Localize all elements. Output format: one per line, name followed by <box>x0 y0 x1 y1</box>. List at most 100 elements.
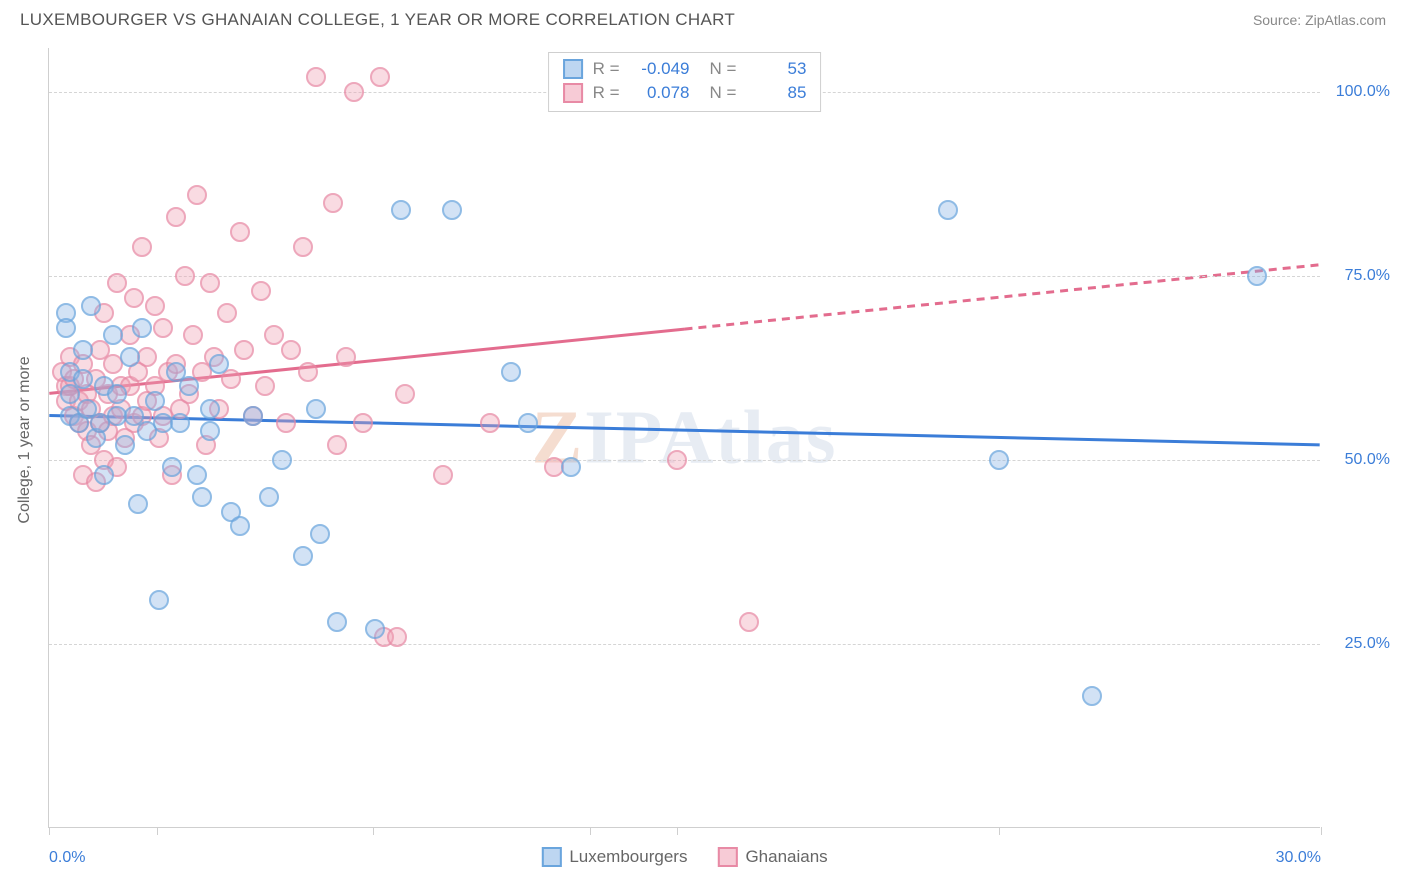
swatch-ghanaians <box>563 83 583 103</box>
data-point <box>442 200 462 220</box>
data-point <box>107 273 127 293</box>
data-point <box>518 413 538 433</box>
data-point <box>370 67 390 87</box>
data-point <box>200 399 220 419</box>
legend-series: Luxembourgers Ghanaians <box>541 847 827 867</box>
data-point <box>938 200 958 220</box>
data-point <box>145 296 165 316</box>
data-point <box>217 303 237 323</box>
data-point <box>200 273 220 293</box>
data-point <box>327 612 347 632</box>
y-tick-label: 100.0% <box>1330 83 1390 101</box>
data-point <box>501 362 521 382</box>
trend-line-dashed <box>685 265 1320 329</box>
legend-item: Luxembourgers <box>541 847 687 867</box>
data-point <box>230 516 250 536</box>
data-point <box>179 376 199 396</box>
trend-line-solid <box>49 415 1319 444</box>
data-point <box>667 450 687 470</box>
data-point <box>387 627 407 647</box>
data-point <box>306 67 326 87</box>
data-point <box>56 318 76 338</box>
data-point <box>251 281 271 301</box>
data-point <box>480 413 500 433</box>
data-point <box>561 457 581 477</box>
chart-title: LUXEMBOURGER VS GHANAIAN COLLEGE, 1 YEAR… <box>20 10 735 30</box>
y-tick-label: 25.0% <box>1330 635 1390 653</box>
data-point <box>128 494 148 514</box>
data-point <box>200 421 220 441</box>
y-axis-label: College, 1 year or more <box>16 356 34 523</box>
data-point <box>234 340 254 360</box>
gridline <box>49 276 1320 277</box>
trend-lines <box>49 48 1320 827</box>
data-point <box>259 487 279 507</box>
data-point <box>124 288 144 308</box>
data-point <box>192 487 212 507</box>
data-point <box>739 612 759 632</box>
data-point <box>395 384 415 404</box>
data-point <box>132 318 152 338</box>
x-tick <box>677 827 678 835</box>
data-point <box>365 619 385 639</box>
data-point <box>336 347 356 367</box>
gridline <box>49 644 1320 645</box>
swatch-luxembourgers <box>541 847 561 867</box>
data-point <box>264 325 284 345</box>
data-point <box>276 413 296 433</box>
data-point <box>323 193 343 213</box>
data-point <box>353 413 373 433</box>
data-point <box>243 406 263 426</box>
data-point <box>255 376 275 396</box>
data-point <box>344 82 364 102</box>
data-point <box>115 435 135 455</box>
legend-row: R = -0.049 N = 53 <box>563 57 807 81</box>
data-point <box>107 384 127 404</box>
data-point <box>293 237 313 257</box>
data-point <box>175 266 195 286</box>
data-point <box>73 340 93 360</box>
data-point <box>149 590 169 610</box>
data-point <box>230 222 250 242</box>
chart-header: LUXEMBOURGER VS GHANAIAN COLLEGE, 1 YEAR… <box>0 0 1406 36</box>
data-point <box>103 325 123 345</box>
data-point <box>1247 266 1267 286</box>
data-point <box>298 362 318 382</box>
x-tick <box>590 827 591 835</box>
data-point <box>187 465 207 485</box>
x-tick <box>999 827 1000 835</box>
data-point <box>120 347 140 367</box>
data-point <box>153 318 173 338</box>
data-point <box>1082 686 1102 706</box>
chart-plot-area: ZIPAtlas R = -0.049 N = 53 R = 0.078 N =… <box>48 48 1320 828</box>
y-tick-label: 75.0% <box>1330 267 1390 285</box>
x-tick <box>1321 827 1322 835</box>
data-point <box>145 391 165 411</box>
data-point <box>391 200 411 220</box>
swatch-ghanaians <box>717 847 737 867</box>
data-point <box>327 435 347 455</box>
data-point <box>989 450 1009 470</box>
x-tick <box>49 827 50 835</box>
legend-item: Ghanaians <box>717 847 827 867</box>
data-point <box>132 237 152 257</box>
y-tick-label: 50.0% <box>1330 451 1390 469</box>
data-point <box>281 340 301 360</box>
data-point <box>162 457 182 477</box>
swatch-luxembourgers <box>563 59 583 79</box>
legend-row: R = 0.078 N = 85 <box>563 81 807 105</box>
data-point <box>187 185 207 205</box>
data-point <box>94 465 114 485</box>
data-point <box>310 524 330 544</box>
data-point <box>306 399 326 419</box>
data-point <box>73 369 93 389</box>
legend-correlation: R = -0.049 N = 53 R = 0.078 N = 85 <box>548 52 822 112</box>
x-tick <box>157 827 158 835</box>
data-point <box>433 465 453 485</box>
x-tick-label: 0.0% <box>49 849 85 867</box>
data-point <box>183 325 203 345</box>
data-point <box>293 546 313 566</box>
x-tick <box>373 827 374 835</box>
data-point <box>272 450 292 470</box>
data-point <box>81 296 101 316</box>
